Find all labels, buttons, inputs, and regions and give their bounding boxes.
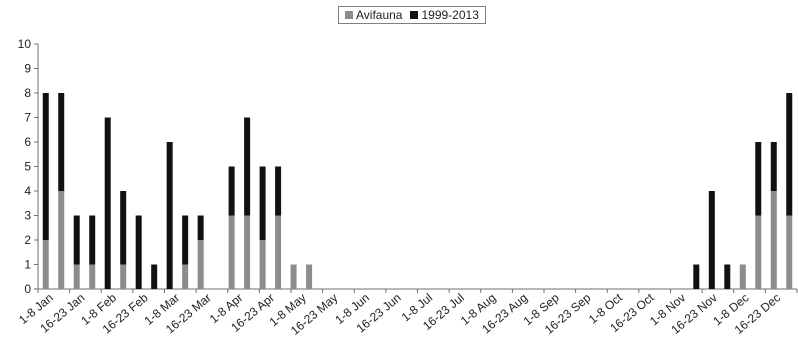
bar-1999-2013: [73, 215, 80, 265]
bar-avifauna: [197, 240, 204, 289]
legend-item-1999-2013: 1999-2013: [410, 8, 479, 22]
bar-avifauna: [89, 264, 96, 289]
y-tick-label: 1: [24, 258, 31, 272]
legend-label-avifauna: Avifauna: [356, 8, 403, 22]
bar-1999-2013: [182, 215, 189, 265]
bar-1999-2013: [275, 166, 282, 216]
bar-1999-2013: [708, 191, 715, 289]
bar-avifauna: [42, 240, 49, 289]
y-tick-label: 4: [24, 184, 31, 198]
y-tick-label: 8: [24, 86, 31, 100]
y-tick-label: 2: [24, 233, 31, 247]
legend: Avifauna 1999-2013: [338, 6, 486, 24]
bar-1999-2013: [135, 215, 142, 289]
bar-1999-2013: [755, 142, 762, 216]
legend-item-avifauna: Avifauna: [345, 8, 402, 22]
bar-avifauna: [306, 264, 313, 289]
y-tick-label: 0: [24, 282, 31, 296]
bar-1999-2013: [244, 117, 251, 216]
bar-1999-2013: [786, 93, 793, 216]
bar-avifauna: [73, 264, 80, 289]
bar-avifauna: [228, 215, 235, 289]
bar-1999-2013: [197, 215, 204, 240]
bar-avifauna: [275, 215, 282, 289]
bar-1999-2013: [166, 142, 173, 289]
bar-avifauna: [770, 191, 777, 289]
legend-label-1999-2013: 1999-2013: [421, 8, 479, 22]
bar-1999-2013: [770, 142, 777, 191]
bar-1999-2013: [228, 166, 235, 216]
legend-swatch-1999-2013: [410, 11, 419, 19]
bar-avifauna: [290, 264, 297, 289]
bar-1999-2013: [151, 264, 158, 289]
bar-1999-2013: [104, 117, 111, 289]
bar-avifauna: [120, 264, 127, 289]
bar-avifauna: [755, 215, 762, 289]
bar-avifauna: [58, 191, 65, 289]
bar-1999-2013: [89, 215, 96, 265]
bar-1999-2013: [42, 93, 49, 240]
y-tick-label: 7: [24, 111, 31, 125]
bar-1999-2013: [724, 264, 731, 289]
bar-avifauna: [739, 264, 746, 289]
bar-1999-2013: [120, 191, 127, 265]
bar-avifauna: [244, 215, 251, 289]
bar-avifauna: [182, 264, 189, 289]
y-tick-label: 10: [18, 37, 32, 51]
y-tick-label: 5: [24, 160, 31, 174]
bar-avifauna: [786, 215, 793, 289]
bar-1999-2013: [58, 93, 65, 191]
y-tick-label: 6: [24, 135, 31, 149]
y-tick-label: 9: [24, 62, 31, 76]
legend-swatch-avifauna: [345, 11, 353, 19]
bar-avifauna: [259, 240, 266, 289]
bar-1999-2013: [259, 166, 266, 240]
y-tick-label: 3: [24, 209, 31, 223]
bar-1999-2013: [693, 264, 700, 289]
